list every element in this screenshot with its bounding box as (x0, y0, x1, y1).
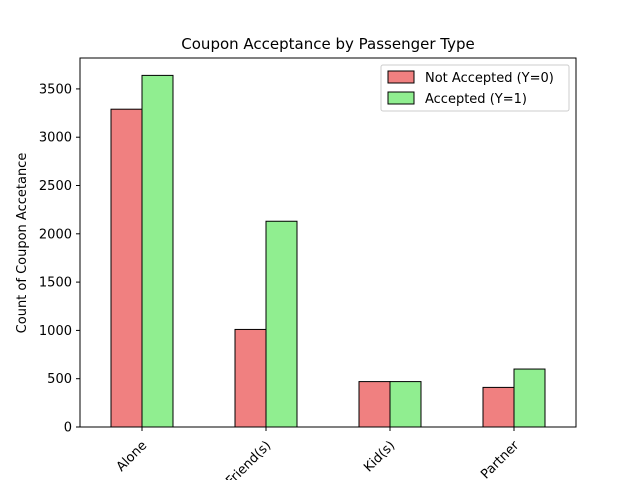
axes-frame (79, 57, 577, 428)
bar-accepted-partner (513, 368, 546, 428)
plot-area: 0 500 1000 1500 2000 2500 3000 3500 Alone Friend(… (39, 57, 577, 480)
y-tick-label: 0 (64, 421, 72, 436)
y-tick-label: 3500 (39, 82, 72, 97)
x-tick-label: Friend(s) (223, 438, 274, 480)
bar-not-accepted-friends (234, 328, 267, 428)
legend-label: Accepted (Y=1) (425, 92, 527, 107)
y-tick-label: 500 (47, 372, 72, 387)
bar-not-accepted-alone (110, 108, 143, 428)
y-tick-label: 1500 (39, 276, 72, 291)
bars (110, 74, 546, 428)
legend-label: Not Accepted (Y=0) (425, 71, 554, 86)
bar-not-accepted-kids (358, 381, 391, 428)
x-tick-label: Alone (114, 438, 151, 475)
bar-accepted-kids (389, 381, 422, 428)
legend: Not Accepted (Y=0) Accepted (Y=1) (380, 64, 570, 112)
y-tick-label: 1000 (39, 324, 72, 339)
x-tick-label: Kid(s) (361, 438, 398, 475)
legend-frame (380, 64, 570, 112)
legend-swatch (387, 70, 415, 84)
x-tick-label: Partner (478, 438, 522, 480)
bar-accepted-alone (141, 74, 174, 428)
chart-title: Coupon Acceptance by Passenger Type (181, 35, 474, 53)
y-tick-label: 2500 (39, 179, 72, 194)
y-axis-title: Count of Coupon Accetance (15, 153, 30, 334)
y-tick-label: 3000 (39, 131, 72, 146)
bar-accepted-friends (265, 220, 298, 428)
legend-swatch (387, 91, 415, 105)
y-tick-label: 2000 (39, 227, 72, 242)
bar-not-accepted-partner (482, 386, 515, 428)
